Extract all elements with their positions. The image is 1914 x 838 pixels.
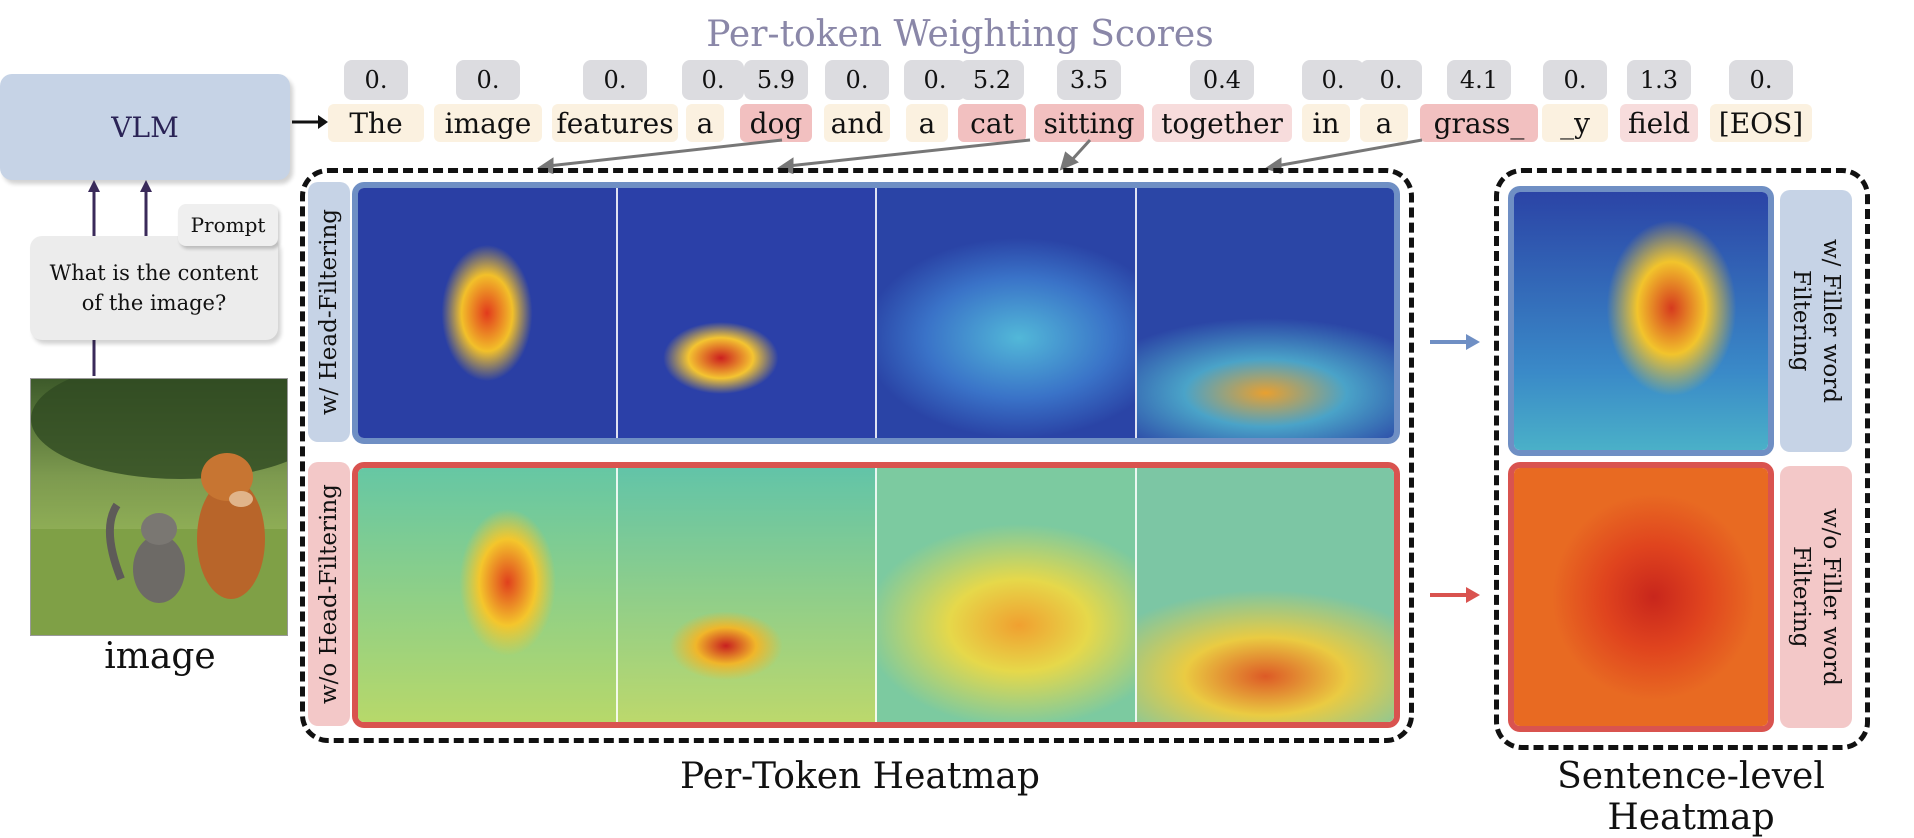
token: in [1302,104,1350,142]
token-score: 0. [456,60,520,100]
token-score: 0. [1360,60,1422,100]
token: features [552,104,678,142]
token-score: 5.2 [960,60,1024,100]
token: a [1360,104,1408,142]
sentence-heatmap-filtered [1514,192,1768,450]
token-score: 0. [583,60,647,100]
vlm-label: VLM [111,110,179,144]
heatmap-cat [617,188,877,438]
token: _y [1542,104,1608,142]
heatmap-grass [1136,188,1394,438]
token: cat [958,104,1026,142]
vlm-box: VLM [0,74,290,180]
token: and [824,104,890,142]
token-score: 0. [1302,60,1364,100]
token: a [686,104,724,142]
token-score: 0. [682,60,744,100]
token-score: 0. [1543,60,1607,100]
dog-cat-photo [31,379,287,635]
heatmap-grass-unfiltered [1136,468,1394,722]
prompt-tag: Prompt [178,204,278,246]
image-caption: image [104,636,216,677]
token-score: 0. [1729,60,1793,100]
token-score: 0.4 [1190,60,1254,100]
vlm-to-tokens-arrow [292,115,328,129]
token: grass_ [1420,104,1538,142]
input-image [30,378,288,636]
token-score: 0. [344,60,408,100]
token: sitting [1034,104,1144,142]
without-head-filtering-label: w/o Head-Filtering [308,462,350,726]
unfiltered-heatmaps [352,462,1400,728]
prompt-box: What is the content of the image? [30,236,278,340]
token: [EOS] [1710,104,1812,142]
sentence-arrows [1430,334,1480,603]
sentence-heatmap-unfiltered [1514,468,1768,726]
with-head-filtering-label: w/ Head-Filtering [308,182,350,442]
heatmap-dog [358,188,618,438]
token-score: 5.9 [744,60,808,100]
token: together [1152,104,1292,142]
sentence-panel [1494,168,1870,750]
per-token-caption: Per-Token Heatmap [680,756,1040,797]
token: a [906,104,948,142]
token: image [434,104,542,142]
token-score: 3.5 [1057,60,1121,100]
scores-title: Per-token Weighting Scores [706,14,1214,55]
heatmap-sitting [877,188,1137,438]
heatmap-sitting-unfiltered [877,468,1137,722]
token-score: 0. [825,60,889,100]
without-filler-filtering-label: w/o Filler word Filtering [1780,466,1852,728]
token-score: 0. [904,60,966,100]
heatmap-cat-unfiltered [617,468,877,722]
token-score: 1.3 [1627,60,1691,100]
unfiltered-sentence-heatmap [1508,462,1774,732]
heatmap-dog-unfiltered [358,468,618,722]
token: field [1620,104,1698,142]
prompt-tag-label: Prompt [190,213,266,237]
prompt-text: What is the content of the image? [49,261,259,315]
filler-filtered-heatmap [1508,186,1774,456]
per-token-panel [300,168,1414,743]
token: dog [740,104,812,142]
head-filtered-heatmaps [352,182,1400,444]
with-filler-filtering-label: w/ Filler word Filtering [1780,190,1852,452]
token: The [328,104,424,142]
token-score: 4.1 [1447,60,1511,100]
